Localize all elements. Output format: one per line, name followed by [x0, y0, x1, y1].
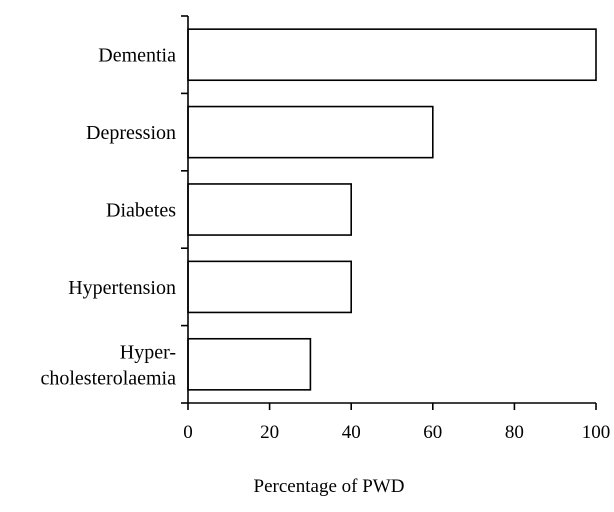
x-tick-label: 60	[423, 422, 442, 443]
x-tick-label: 100	[582, 422, 611, 443]
x-tick-label: 80	[505, 422, 524, 443]
x-tick-label: 0	[183, 422, 193, 443]
bar	[187, 260, 352, 314]
x-axis-title: Percentage of PWD	[254, 476, 405, 497]
x-tick-label: 40	[342, 422, 361, 443]
category-label: Dementia	[98, 45, 176, 67]
bar	[187, 337, 312, 391]
category-label: Diabetes	[106, 200, 176, 222]
labels-layer: Dementia Depression Diabetes Hypertension Hy…	[41, 45, 611, 443]
bar	[187, 183, 352, 236]
axes-layer	[181, 15, 597, 410]
category-label: Depression	[86, 122, 176, 144]
category-label: Hyper-cholesterolaemia	[41, 341, 177, 389]
category-label: Hypertension	[68, 277, 176, 299]
bar	[187, 105, 434, 159]
x-tick-label: 20	[260, 422, 279, 443]
bars-layer	[187, 28, 597, 391]
bar	[187, 28, 597, 82]
